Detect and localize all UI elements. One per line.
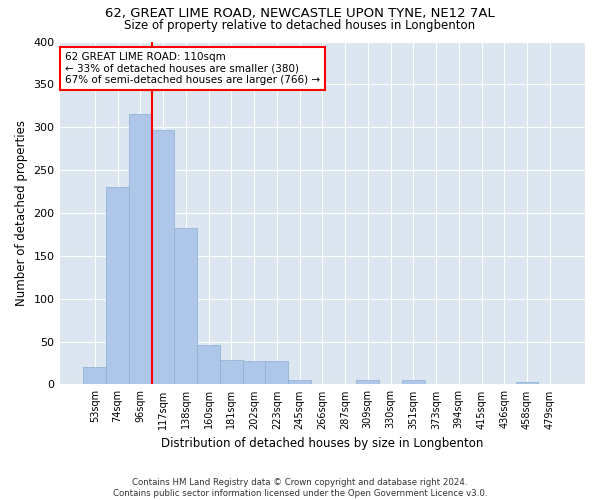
Bar xyxy=(106,187,129,384)
Bar xyxy=(129,114,152,384)
Y-axis label: Number of detached properties: Number of detached properties xyxy=(15,120,28,306)
Text: Contains HM Land Registry data © Crown copyright and database right 2024.
Contai: Contains HM Land Registry data © Crown c… xyxy=(113,478,487,498)
Bar xyxy=(152,130,175,384)
Text: Size of property relative to detached houses in Longbenton: Size of property relative to detached ho… xyxy=(124,19,476,32)
Bar xyxy=(83,368,106,384)
Bar xyxy=(265,362,288,384)
X-axis label: Distribution of detached houses by size in Longbenton: Distribution of detached houses by size … xyxy=(161,437,484,450)
Text: 62 GREAT LIME ROAD: 110sqm
← 33% of detached houses are smaller (380)
67% of sem: 62 GREAT LIME ROAD: 110sqm ← 33% of deta… xyxy=(65,52,320,85)
Bar xyxy=(402,380,425,384)
Bar xyxy=(175,228,197,384)
Bar xyxy=(356,380,379,384)
Bar xyxy=(288,380,311,384)
Bar xyxy=(242,362,265,384)
Bar xyxy=(220,360,242,384)
Bar xyxy=(515,382,538,384)
Bar xyxy=(197,345,220,385)
Text: 62, GREAT LIME ROAD, NEWCASTLE UPON TYNE, NE12 7AL: 62, GREAT LIME ROAD, NEWCASTLE UPON TYNE… xyxy=(105,8,495,20)
